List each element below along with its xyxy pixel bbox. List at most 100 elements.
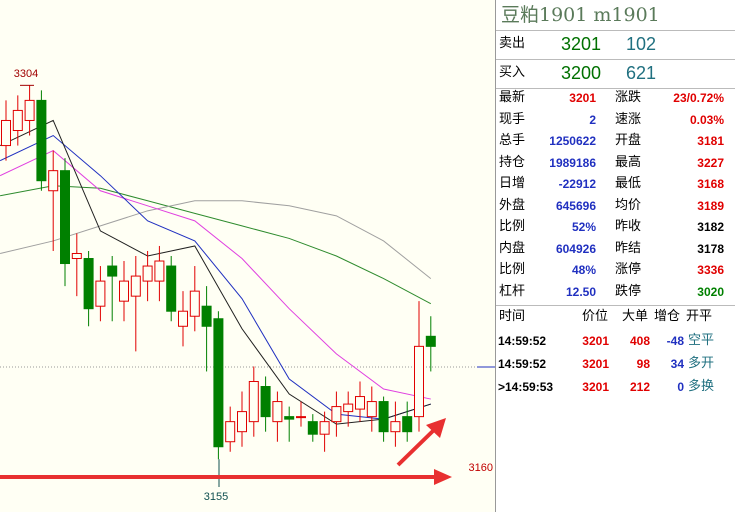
candle-body — [355, 396, 365, 410]
stat-value: 3178 — [697, 241, 724, 256]
stat-label: 最高 — [615, 154, 642, 170]
candle-body — [189, 290, 200, 317]
stat-label: 昨收 — [615, 219, 642, 234]
stat-value: 48% — [571, 263, 596, 277]
stat-value: 0.03% — [689, 112, 724, 127]
level-label: 3160 — [469, 462, 493, 474]
ma-line — [0, 149, 431, 400]
trade-type: 多开 — [688, 356, 715, 371]
chart-bg — [0, 0, 495, 512]
candle-body — [95, 280, 106, 307]
separator — [496, 88, 735, 89]
stat-label: 涨跌 — [615, 90, 642, 105]
trade-price: 3201 — [582, 334, 609, 348]
stat-label: 日增 — [499, 176, 526, 191]
stat-value: 1250622 — [549, 134, 596, 148]
trade-type: 多换 — [688, 379, 715, 394]
trade-price: 3201 — [582, 357, 609, 371]
candle-body — [402, 416, 413, 433]
sell-volume: 102 — [626, 34, 657, 54]
stat-label: 最新 — [499, 90, 526, 105]
stat-label: 比例 — [499, 262, 526, 277]
candle-body — [36, 99, 47, 182]
candle-body — [390, 421, 401, 433]
buy-price: 3200 — [561, 63, 602, 83]
stat-value: 3189 — [697, 198, 724, 213]
stat-value: 3168 — [697, 177, 724, 191]
stat-label: 涨停 — [615, 262, 642, 277]
candle-body — [201, 305, 212, 327]
buy-volume: 621 — [626, 63, 657, 83]
buy-label: 买入 — [499, 65, 526, 80]
stat-value: 23/0.72% — [673, 91, 724, 105]
candle-body — [48, 170, 59, 192]
stat-label: 持仓 — [499, 154, 526, 170]
candle-body — [414, 345, 424, 418]
stat-label: 昨结 — [615, 240, 642, 256]
trades-header: 价位 — [582, 309, 609, 324]
high-label: 3304 — [14, 68, 38, 80]
sell-label: 卖出 — [499, 36, 526, 51]
arrow-line — [396, 426, 438, 467]
candle-body — [319, 421, 330, 435]
candle-body — [166, 265, 177, 312]
candle-body — [296, 416, 306, 419]
trade-price: 3201 — [582, 380, 609, 394]
low-label: 3155 — [204, 491, 228, 503]
trade-time: >14:59:53 — [498, 380, 554, 394]
candle-body — [142, 265, 153, 282]
arrow-head — [434, 469, 452, 485]
candle-body — [366, 401, 377, 418]
candle-body — [378, 401, 389, 433]
stat-label: 跌停 — [615, 283, 642, 299]
candle-body — [260, 386, 271, 418]
stat-label: 速涨 — [615, 111, 642, 127]
stat-label: 比例 — [499, 219, 526, 234]
candle-body — [225, 421, 236, 443]
stat-label: 现手 — [499, 111, 526, 127]
title: 豆粕1901 m1901 — [501, 4, 660, 26]
stat-label: 杠杆 — [499, 283, 526, 299]
sell-price: 3201 — [561, 34, 602, 54]
stat-label: 外盘 — [499, 197, 526, 213]
stat-label: 内盘 — [499, 240, 526, 256]
trade-size: 408 — [629, 334, 650, 348]
stat-value: 3182 — [697, 220, 724, 234]
arrow-head — [426, 418, 446, 438]
candle-body — [107, 265, 118, 277]
stat-value: 645696 — [555, 198, 596, 213]
trade-time: 14:59:52 — [498, 334, 547, 348]
stat-value: 3181 — [697, 134, 724, 148]
candle-body — [154, 260, 165, 282]
stat-value: 1989186 — [549, 155, 596, 170]
candle-body — [307, 421, 318, 435]
stat-value: 52% — [571, 220, 596, 234]
candle-body — [284, 416, 295, 420]
stat-value: -22912 — [558, 177, 596, 191]
trades-header: 增仓 — [654, 309, 681, 324]
trade-size: 98 — [636, 357, 650, 371]
candle-body — [71, 252, 82, 260]
candle-body — [1, 119, 11, 147]
candle-body — [213, 318, 224, 448]
ma-line — [0, 185, 432, 305]
trades-header: 开平 — [686, 309, 713, 324]
stat-label: 总手 — [499, 133, 526, 148]
trade-oi: 0 — [677, 380, 684, 394]
candle-body — [237, 411, 247, 433]
trade-type: 空平 — [688, 333, 715, 348]
stat-value: 12.50 — [565, 284, 596, 299]
separator — [496, 305, 735, 306]
stat-value: 3336 — [697, 263, 724, 277]
candle-body — [343, 403, 354, 413]
stat-label: 均价 — [615, 197, 642, 213]
trades-header: 大单 — [622, 309, 649, 324]
candle-body — [24, 99, 35, 121]
stat-value: 3227 — [697, 155, 724, 170]
candle-body — [272, 401, 283, 423]
separator — [496, 30, 735, 31]
stat-value: 2 — [589, 112, 596, 127]
stat-label: 最低 — [615, 176, 642, 191]
stat-value: 3020 — [697, 284, 724, 299]
